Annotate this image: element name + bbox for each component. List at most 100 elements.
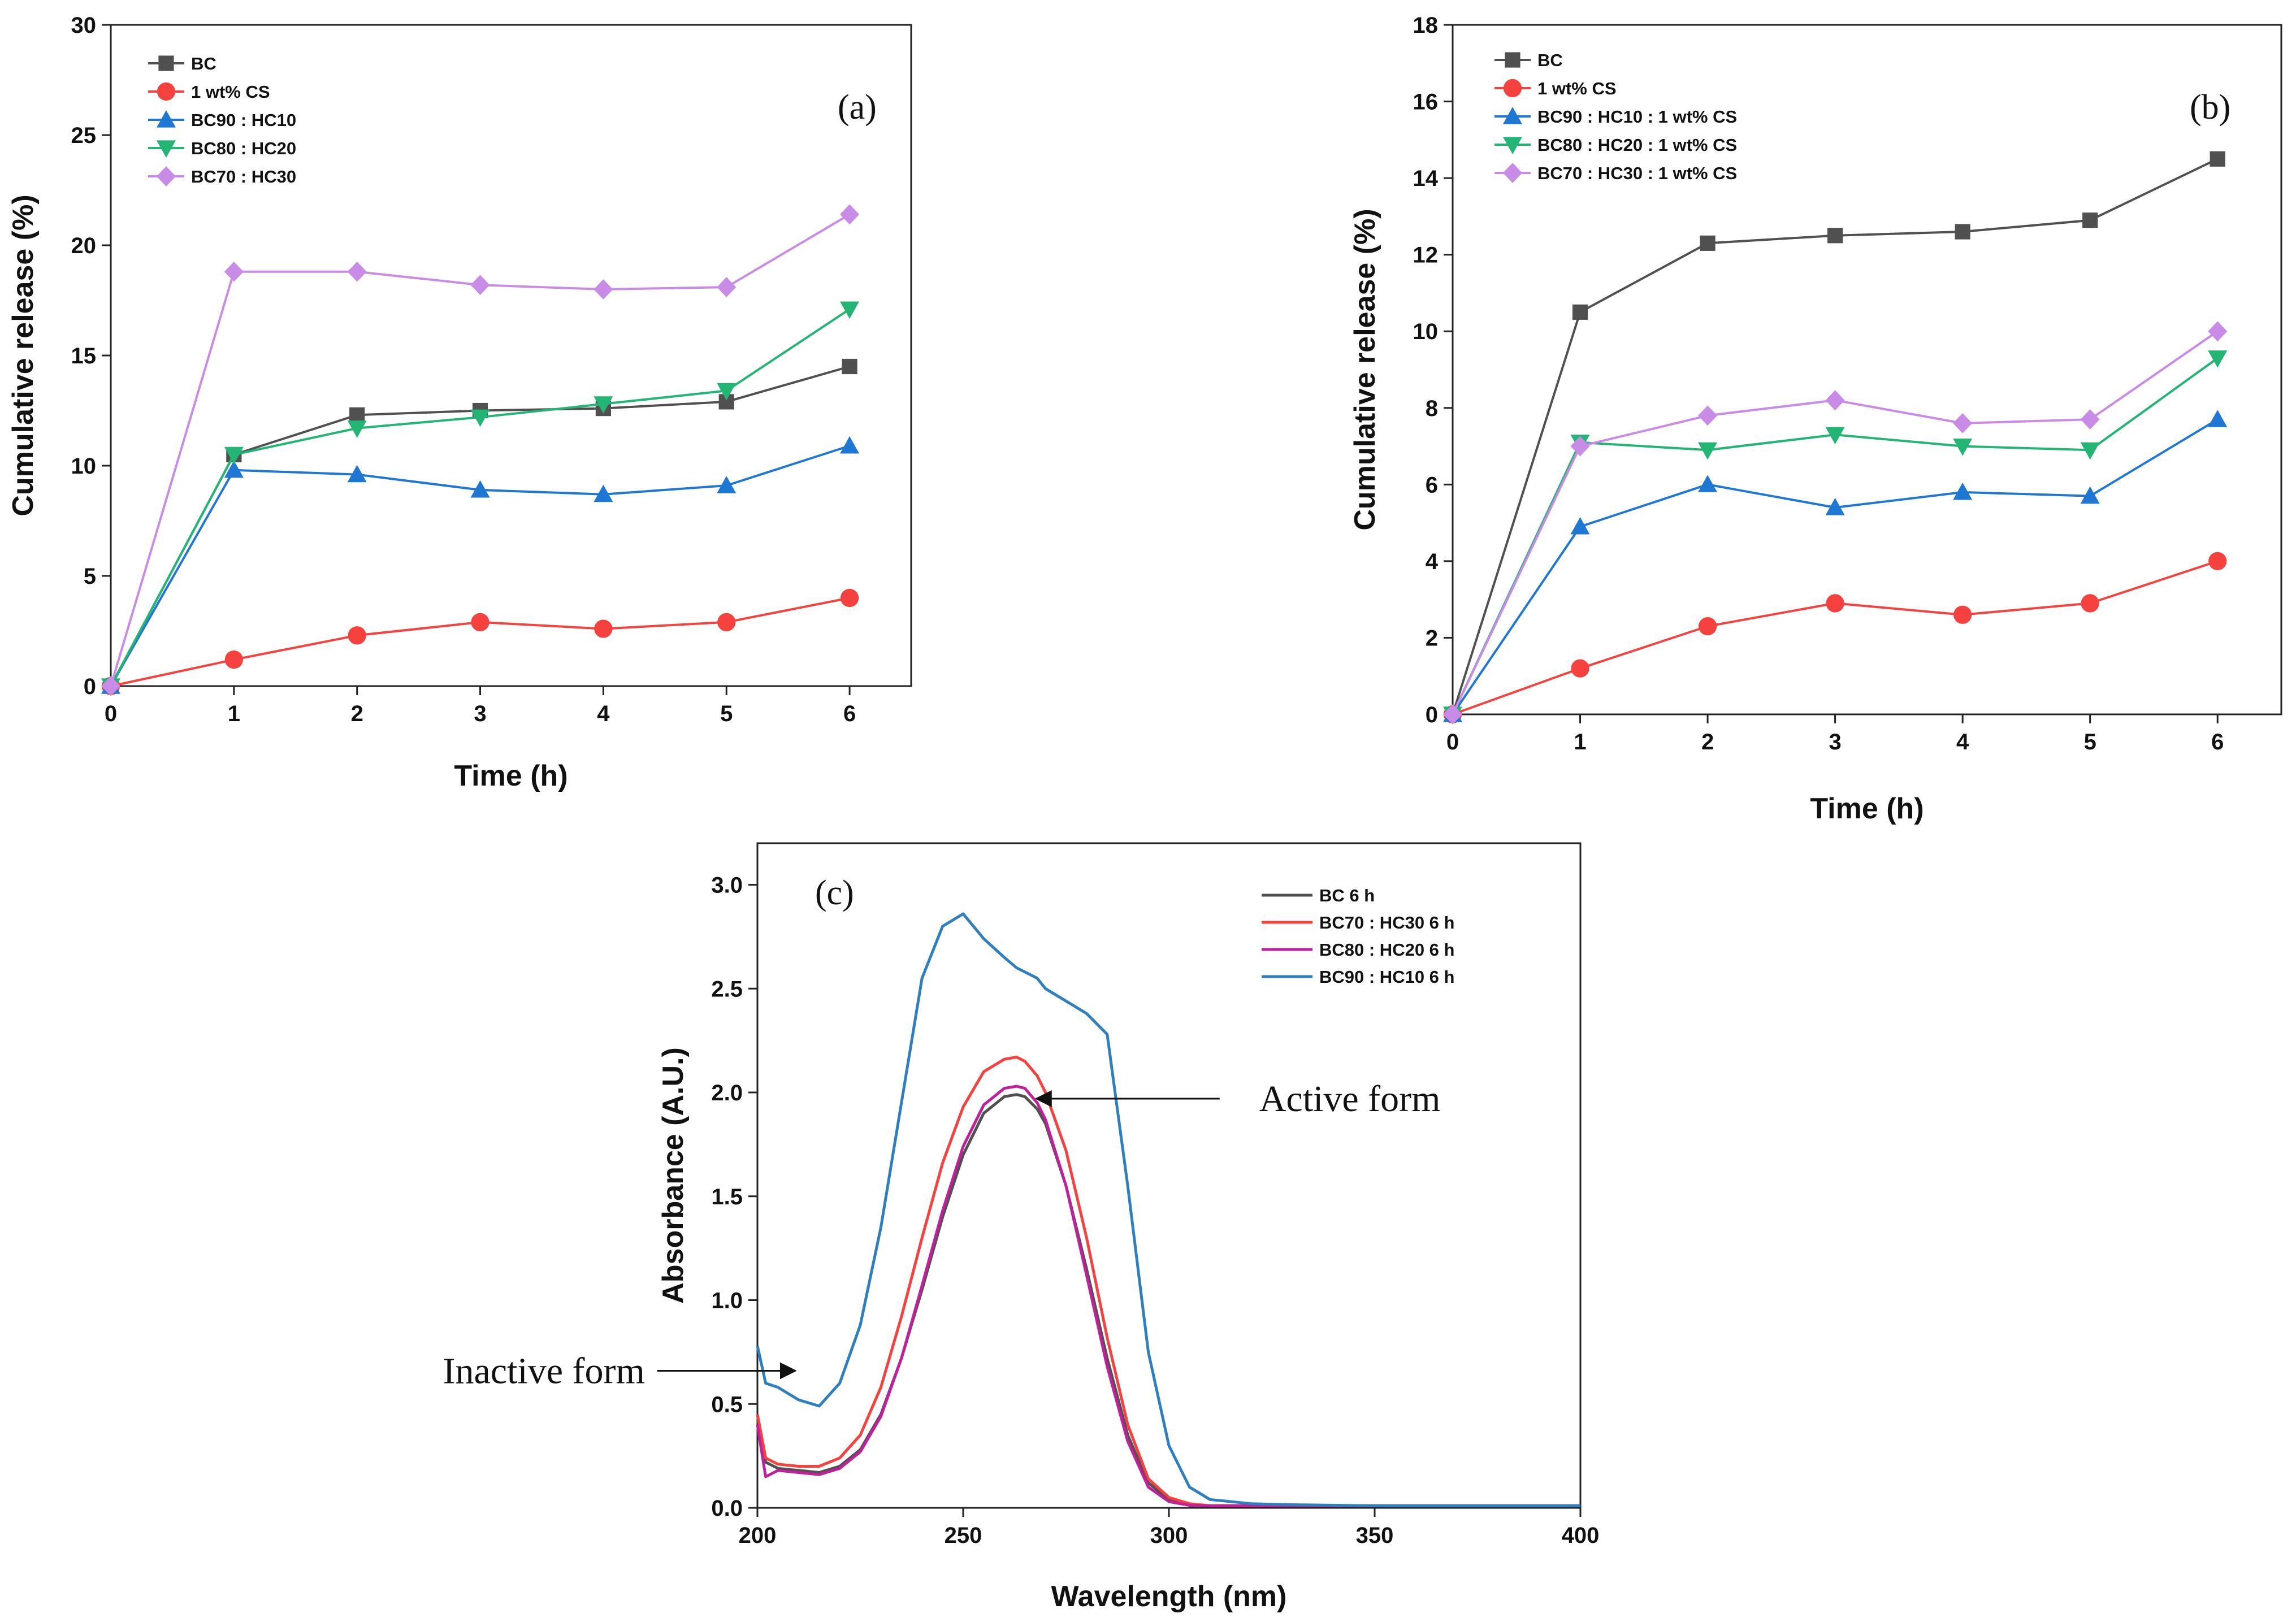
legend-label: 1 wt% CS [1537,79,1617,98]
legend-label: BC80 : HC20 [191,138,296,158]
data-point [1953,605,1972,624]
data-point [840,204,860,225]
data-point [470,275,490,296]
legend-marker [1503,163,1522,183]
data-point [1571,659,1589,678]
legend-label: BC80 : HC20 6 h [1319,940,1454,960]
data-point [2081,594,2099,613]
y-tick-label: 16 [1413,90,1439,115]
legend-c: BC 6 h BC70 : HC30 6 h BC80 : HC20 6 h BC90… [1262,886,1454,987]
x-tick-label: 2 [1701,730,1714,754]
y-tick-label: 2.0 [711,1081,743,1105]
panel-label-a: (a) [838,88,877,127]
legend-b: BC 1 wt% CS BC90 : HC10 : 1 wt% CS BC80 : H… [1494,50,1737,183]
data-point [1572,304,1588,320]
series-line [756,912,1580,1507]
legend-marker [1503,107,1522,124]
legend-label: BC70 : HC30 : 1 wt% CS [1537,163,1737,183]
data-point [1698,442,1718,460]
data-point [2080,409,2100,430]
data-point [1827,228,1843,244]
annotations-c: Active form Inactive form [443,1078,1440,1391]
data-point [1825,390,1845,411]
x-tick-label: 6 [2211,730,2224,754]
legend-label: BC90 : HC10 [191,110,296,130]
data-point [594,396,613,414]
data-point [224,446,244,465]
y-tick-label: 14 [1413,166,1439,191]
legend-marker [157,166,176,187]
data-point [2210,151,2225,167]
x-tick-label: 4 [597,701,610,726]
legend-marker [1503,137,1522,154]
y-tick-label: 3.0 [711,873,743,898]
data-point [1698,617,1717,636]
data-point [1826,594,1844,613]
data-point [1953,438,1973,456]
data-point [2208,410,2228,427]
x-tick-label: 0 [1446,730,1459,754]
x-tick-label: 1 [228,701,240,726]
legend-marker [157,140,176,158]
panel-label-c: (c) [815,874,854,912]
data-point [224,650,243,669]
data-point [1698,475,1718,492]
y-tick-label: 2 [1426,626,1438,650]
y-tick-label: 18 [1413,13,1439,38]
data-point [840,436,860,454]
series-line [756,1056,1580,1507]
y-tick-label: 8 [1426,396,1438,421]
data-point [594,484,613,502]
y-tick-label: 1.0 [711,1289,743,1313]
legend-marker [1503,79,1522,98]
x-tick-label: 4 [1956,730,1969,754]
legend-marker [157,82,176,101]
legend-label: BC [191,54,216,73]
legend-label: BC90 : HC10 : 1 wt% CS [1537,107,1737,127]
y-tick-label: 4 [1426,549,1439,574]
y-tick-label: 0 [1426,702,1438,727]
data-point [471,613,489,632]
y-tick-label: 30 [71,13,97,38]
data-point [842,358,857,375]
y-tick-label: 5 [84,564,96,589]
data-point [1570,517,1590,535]
y-axis-title-c: Absorbance (A.U.) [657,1047,690,1304]
legend-marker [1505,52,1520,68]
y-tick-label: 1.5 [711,1185,743,1209]
series-line [1452,560,2218,715]
data-point [348,626,366,645]
legend-label: BC80 : HC20 : 1 wt% CS [1537,135,1737,155]
x-tick-label: 200 [739,1523,777,1548]
series-line [1452,418,2219,715]
y-tick-label: 12 [1413,243,1439,268]
data-point [349,407,365,423]
data-point [224,460,244,478]
data-point [717,476,737,493]
data-point [2082,212,2098,228]
data-point [470,480,490,498]
data-point [594,279,613,300]
y-tick-label: 15 [71,344,97,368]
data-point [347,465,367,483]
panel-label-b: (b) [2190,88,2230,127]
data-point [1570,436,1590,457]
data-point [1953,413,1973,433]
data-point [840,301,860,319]
data-point [1700,235,1715,251]
series-line [1452,330,2219,715]
series-line [756,1085,1580,1507]
legend-label: BC [1537,50,1563,70]
data-point [1953,482,1973,500]
data-point [347,420,367,438]
series-layer-c [756,912,1580,1507]
data-point [1825,498,1845,515]
legend-label: BC 6 h [1319,886,1375,905]
legend-label: BC70 : HC30 6 h [1319,913,1454,933]
data-point [347,261,367,282]
x-tick-label: 0 [105,701,117,726]
y-tick-label: 10 [1413,319,1439,344]
